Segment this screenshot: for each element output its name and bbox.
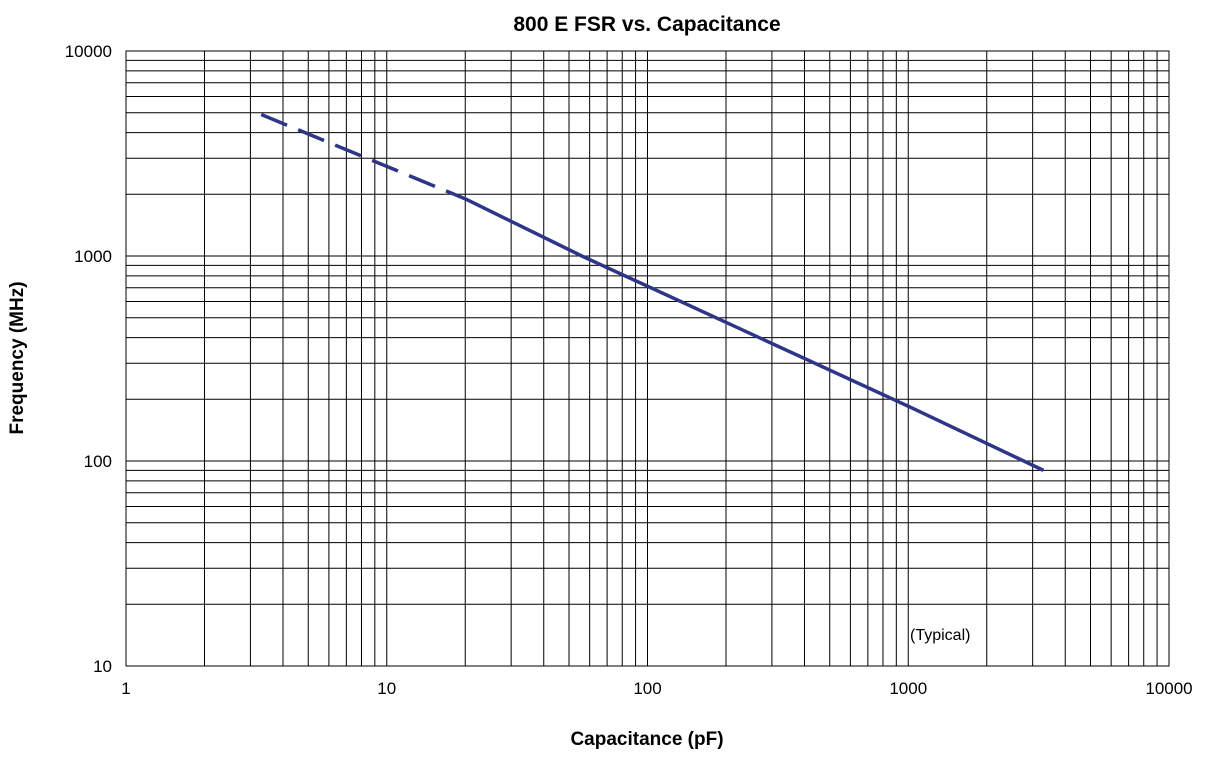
x-tick-label: 100 — [633, 679, 661, 698]
series-layer — [260, 112, 1045, 472]
series-line-solid — [464, 197, 583, 258]
x-tick-labels: 1 10 100 1000 10000 — [121, 679, 1192, 698]
plot-frame — [125, 50, 1170, 667]
y-tick-label: 100 — [84, 452, 112, 471]
y-tick-labels: 10 100 1000 10000 — [65, 42, 112, 676]
y-tick-label: 10 — [93, 657, 112, 676]
y-axis-title: Frequency (MHz) — [7, 281, 28, 434]
y-tick-label: 1000 — [74, 247, 112, 266]
series-line-solid — [907, 404, 1045, 472]
x-tick-label: 10000 — [1145, 679, 1192, 698]
grid — [126, 51, 1169, 666]
y-tick-label: 10000 — [65, 42, 112, 61]
x-tick-label: 1 — [121, 679, 130, 698]
typical-annotation: (Typical) — [910, 627, 970, 644]
series-line-solid — [581, 254, 909, 408]
chart-title: 800 E FSR vs. Capacitance — [513, 13, 780, 36]
series-line-dashed — [260, 112, 466, 201]
x-tick-label: 1000 — [889, 679, 927, 698]
x-tick-label: 10 — [377, 679, 396, 698]
x-axis-title: Capacitance (pF) — [570, 729, 723, 750]
